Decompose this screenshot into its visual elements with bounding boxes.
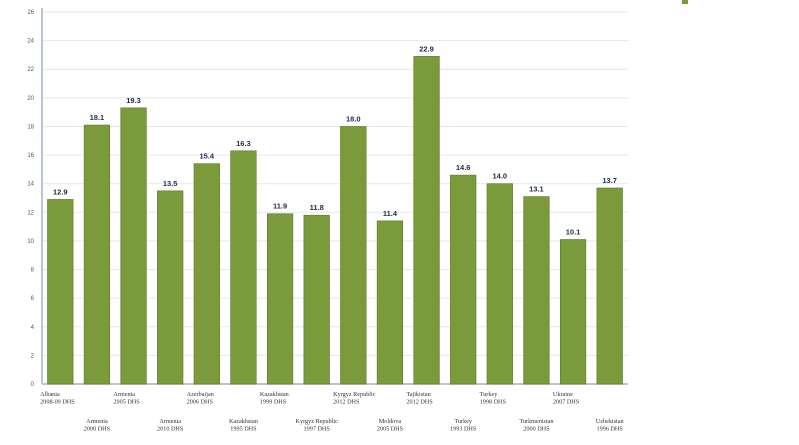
data-label: 11.8 xyxy=(310,203,324,212)
data-label: 11.4 xyxy=(383,209,398,218)
data-label: 16.3 xyxy=(236,139,251,148)
data-label: 15.4 xyxy=(200,152,215,161)
x-tick-label: 2005 DHS xyxy=(113,399,140,406)
y-tick-label: 22 xyxy=(27,67,34,73)
data-label: 18.1 xyxy=(90,113,105,122)
x-tick-label: Turkey xyxy=(454,418,473,425)
x-tick-label: Armenia xyxy=(86,418,108,425)
bar xyxy=(340,126,367,385)
x-tick-label: Armenia xyxy=(159,418,181,425)
y-tick-label: 4 xyxy=(31,325,35,331)
x-tick-label: Turkmenistan xyxy=(519,418,553,425)
y-tick-label: 14 xyxy=(27,182,34,188)
x-tick-label: 1995 DHS xyxy=(230,426,257,433)
x-tick-label: 1993 DHS xyxy=(450,426,477,433)
bar xyxy=(486,183,513,385)
y-tick-label: 0 xyxy=(31,382,35,388)
data-label: 12.9 xyxy=(53,187,68,196)
x-tick-label: 2005 DHS xyxy=(377,426,404,433)
bar xyxy=(413,56,440,385)
y-tick-label: 8 xyxy=(31,268,35,274)
x-tick-label: Kazakhstan xyxy=(229,418,258,425)
x-tick-label: 1998 DHS xyxy=(480,399,507,406)
x-tick-label: 2006 DHS xyxy=(187,399,214,406)
legend xyxy=(682,0,688,4)
bar xyxy=(523,196,550,385)
bar xyxy=(120,107,147,385)
bar xyxy=(83,124,111,385)
bar xyxy=(376,220,404,385)
x-tick-label: 1999 DHS xyxy=(260,399,287,406)
x-tick-label: Tajikistan xyxy=(406,391,430,398)
bar xyxy=(596,187,623,385)
y-tick-label: 24 xyxy=(27,39,34,45)
data-label: 19.3 xyxy=(126,96,141,105)
y-tick-label: 12 xyxy=(27,210,34,216)
bar xyxy=(559,239,587,385)
x-tick-label: Azerbaijan xyxy=(187,391,214,398)
y-tick-label: 2 xyxy=(31,353,35,359)
y-tick-label: 26 xyxy=(27,10,34,16)
data-label: 14.0 xyxy=(493,172,508,181)
bar xyxy=(193,163,220,385)
x-tick-label: 2000 DHS xyxy=(523,426,550,433)
x-tick-label: Ukraine xyxy=(553,391,573,398)
x-tick-label: 2008-09 DHS xyxy=(40,399,75,406)
legend-swatch xyxy=(682,0,688,4)
data-label: 11.9 xyxy=(273,202,287,211)
x-tick-label: Albania xyxy=(40,391,60,398)
x-tick-label: Moldova xyxy=(379,418,402,425)
x-tick-label: 1997 DHS xyxy=(304,426,331,433)
bars xyxy=(47,56,623,385)
data-label: 10.1 xyxy=(566,227,581,236)
data-labels: 12.9 18.1 19.3 13.5 15.4 16.3 11.9 11.8 18.0 11.4… xyxy=(53,44,617,236)
x-tick-label: Armenia xyxy=(113,391,135,398)
bar xyxy=(47,199,74,385)
x-tick-label: 2007 DHS xyxy=(553,399,580,406)
data-label: 13.1 xyxy=(529,185,544,194)
x-tick-label: Turkey xyxy=(480,391,499,398)
bar xyxy=(230,150,257,385)
bar xyxy=(450,174,477,385)
x-tick-label: 1996 DHS xyxy=(597,426,624,433)
x-tick-label: 2012 DHS xyxy=(333,399,360,406)
x-tick-label: Uzbekistan xyxy=(596,418,624,425)
y-tick-label: 6 xyxy=(31,296,35,302)
bar xyxy=(157,190,184,385)
bar xyxy=(303,214,330,385)
data-label: 18.0 xyxy=(346,114,361,123)
y-tick-label: 10 xyxy=(27,239,34,245)
data-label: 13.7 xyxy=(602,176,617,185)
data-label: 22.9 xyxy=(419,44,434,53)
x-tick-label: Kyrgyz Republic xyxy=(296,418,339,425)
data-label: 14.6 xyxy=(456,163,471,172)
x-tick-label: 2000 DHS xyxy=(84,426,111,433)
data-label: 13.5 xyxy=(163,179,178,188)
x-tick-label: Kyrgyz Republic xyxy=(333,391,376,398)
x-tick-label: 2010 DHS xyxy=(157,426,184,433)
bar xyxy=(266,213,294,385)
y-tick-label: 20 xyxy=(27,96,34,102)
y-tick-label: 18 xyxy=(27,124,34,130)
x-tick-label: Kazakhstan xyxy=(260,391,289,398)
y-tick-label: 16 xyxy=(27,153,34,159)
x-tick-label: 2012 DHS xyxy=(406,399,433,406)
